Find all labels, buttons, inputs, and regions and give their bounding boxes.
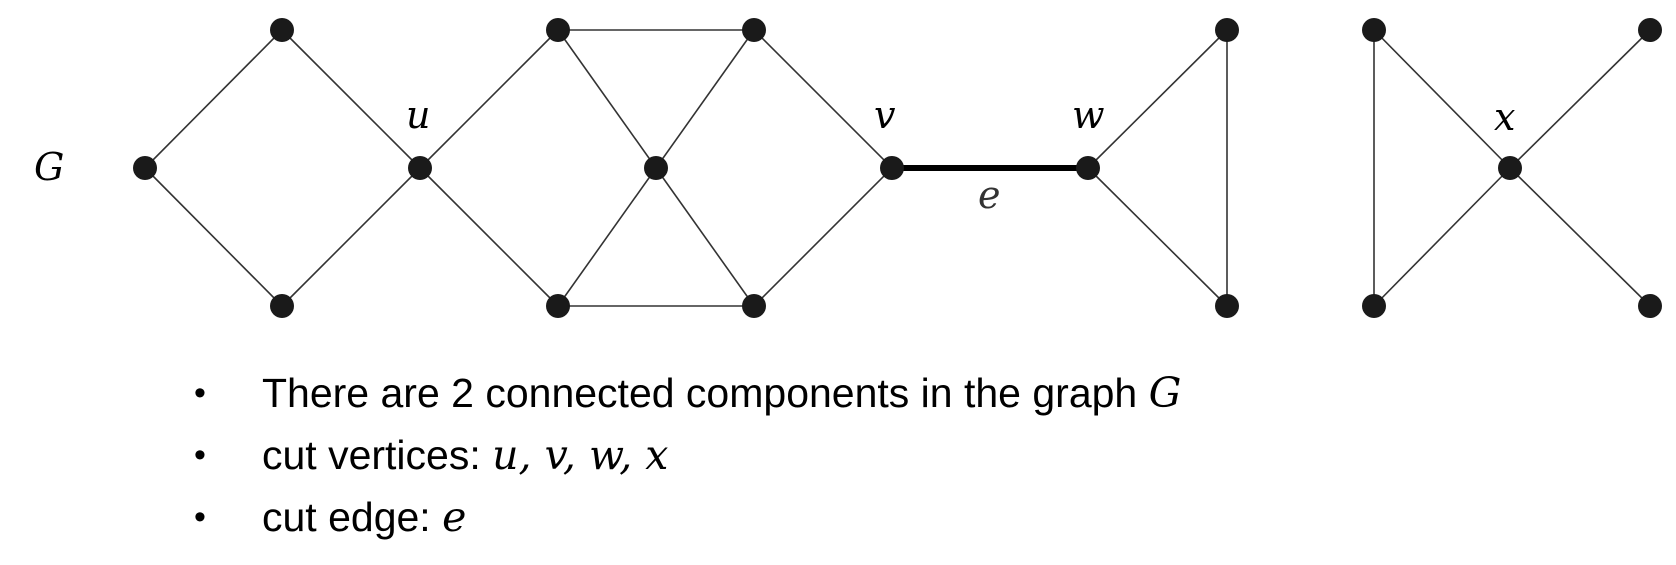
edge-bottomleft-x (1373, 167, 1511, 307)
vertex-label-u: u (406, 93, 430, 137)
vertex (270, 18, 294, 42)
bullet-math: u, v, w, x (492, 431, 669, 479)
vertex-label-x: x (1494, 95, 1515, 139)
vertex-label-w: w (1072, 93, 1105, 137)
vertex-v (880, 156, 904, 180)
component-2-edges (1373, 29, 1651, 307)
edge-bottomright-v (753, 167, 893, 307)
vertex (1362, 18, 1386, 42)
component-1-edges (144, 29, 1228, 307)
bullet-cut-vertices: • cut vertices: u, v, w, x (186, 424, 1181, 486)
labels: G u v w x e (34, 93, 1515, 217)
edge-left-top (144, 29, 283, 169)
vertex-x (1498, 156, 1522, 180)
bullet-icon: • (194, 498, 206, 536)
edge-x-bottomright (1509, 167, 1651, 307)
vertex (742, 294, 766, 318)
vertex-w (1076, 156, 1100, 180)
edge-w-top (1087, 29, 1228, 169)
bullet-icon: • (194, 374, 206, 412)
vertex (742, 18, 766, 42)
edge-topright-center (655, 29, 755, 169)
graph-diagram: G u v w x e (34, 18, 1662, 318)
bullet-components: • There are 2 connected components in the… (186, 362, 1181, 424)
bullet-math: G (1148, 369, 1182, 417)
edge-bottom-u (281, 167, 421, 307)
vertices (133, 18, 1662, 318)
vertex (546, 18, 570, 42)
edge-topleft-center (557, 29, 657, 169)
vertex (644, 156, 668, 180)
bullet-text: cut vertices: (262, 432, 493, 478)
edge-left-bottom (144, 167, 283, 307)
bullet-cut-edge: • cut edge: e (186, 486, 1181, 548)
edge-w-bottom (1087, 167, 1228, 307)
edge-u-bottom (419, 167, 559, 307)
vertex-u (408, 156, 432, 180)
graph-name-label: G (34, 145, 64, 189)
edge-bottomright-center (655, 167, 755, 307)
vertex (270, 294, 294, 318)
bullet-icon: • (194, 436, 206, 474)
vertex (1215, 294, 1239, 318)
vertex (1638, 294, 1662, 318)
vertex (1362, 294, 1386, 318)
vertex (133, 156, 157, 180)
edge-top-u (281, 29, 421, 169)
edge-x-topright (1509, 29, 1651, 169)
edge-bottomleft-center (557, 167, 657, 307)
bullet-math: e (442, 493, 467, 541)
vertex-label-v: v (874, 93, 896, 137)
vertex (546, 294, 570, 318)
edge-label-e: e (978, 173, 1001, 217)
bullet-text: There are 2 connected components in the … (262, 370, 1149, 416)
edge-topleft-x (1373, 29, 1511, 169)
vertex (1215, 18, 1239, 42)
vertex (1638, 18, 1662, 42)
edge-u-top (419, 29, 559, 169)
edge-topright-v (753, 29, 893, 169)
summary-bullet-list: • There are 2 connected components in the… (186, 362, 1181, 548)
bullet-text: cut edge: (262, 494, 443, 540)
